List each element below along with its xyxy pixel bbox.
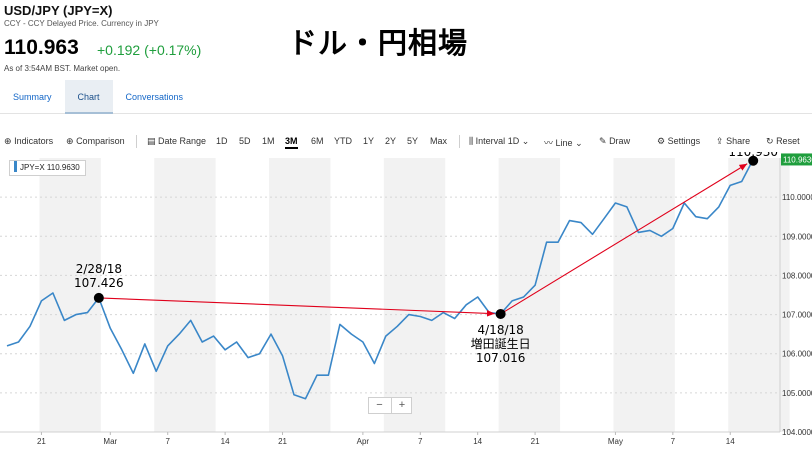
- x-tick-label: 14: [221, 437, 230, 446]
- annotation-label: 4/18/18: [478, 323, 524, 337]
- x-tick-label: Mar: [103, 437, 117, 446]
- y-tick-label: 107.0000: [782, 311, 812, 320]
- chart-toolbar: ⊕ Indicators ⊕ Comparison ▤ Date Range 1…: [0, 132, 812, 152]
- range-6m[interactable]: 6M: [311, 136, 324, 146]
- share-button[interactable]: ⇪ Share: [716, 136, 751, 146]
- week-band: [383, 158, 446, 432]
- range-1m[interactable]: 1M: [262, 136, 275, 146]
- x-tick-label: 21: [278, 437, 287, 446]
- plus-circle-icon: ⊕: [4, 136, 12, 146]
- x-tick-label: 21: [37, 437, 46, 446]
- line-type-button[interactable]: 〰 Line ⌄: [544, 138, 583, 148]
- tab-bar: Summary Chart Conversations: [0, 80, 812, 114]
- y-tick-label: 109.0000: [782, 232, 812, 241]
- y-tick-label: 105.0000: [782, 389, 812, 398]
- range-5d[interactable]: 5D: [239, 136, 251, 146]
- draw-button[interactable]: ✎ Draw: [599, 136, 631, 146]
- price-chart[interactable]: 104.0000 105.0000 106.0000 107.0000 108.0000…: [0, 152, 812, 460]
- gear-icon: ⚙: [657, 136, 666, 146]
- x-tick-label: 14: [726, 437, 735, 446]
- pencil-icon: ✎: [599, 136, 607, 146]
- range-5y[interactable]: 5Y: [407, 136, 419, 146]
- x-tick-label: May: [608, 437, 623, 446]
- y-tick-label: 110.0000: [782, 193, 812, 202]
- market-status: As of 3:54AM BST. Market open.: [4, 64, 121, 73]
- tab-summary[interactable]: Summary: [13, 92, 52, 102]
- symbol-title: USD/JPY (JPY=X): [4, 3, 113, 18]
- plus-circle-icon: ⊕: [66, 136, 74, 146]
- indicators-button[interactable]: ⊕ Indicators: [4, 136, 54, 146]
- comparison-button[interactable]: ⊕ Comparison: [66, 136, 125, 146]
- y-tick-label: 106.0000: [782, 350, 812, 359]
- zoom-out-button[interactable]: −: [376, 399, 383, 411]
- series-swatch: [14, 161, 17, 172]
- y-tick-label: 104.0000: [782, 428, 812, 437]
- share-icon: ⇪: [716, 136, 724, 146]
- toolbar-divider: [459, 135, 460, 148]
- reset-icon: ↻: [766, 136, 774, 146]
- range-3m[interactable]: 3M: [285, 136, 298, 149]
- week-band: [613, 158, 675, 432]
- x-tick-label: 7: [165, 437, 170, 446]
- annotation-label: 増田誕生日: [471, 337, 531, 351]
- x-tick-label: 21: [531, 437, 540, 446]
- annotation-label: 107.426: [74, 276, 124, 290]
- range-ytd[interactable]: YTD: [334, 136, 352, 146]
- zoom-control: − +: [368, 397, 412, 414]
- calendar-icon: ▤: [147, 136, 156, 146]
- week-band: [498, 158, 561, 432]
- range-2y[interactable]: 2Y: [385, 136, 397, 146]
- date-range-button[interactable]: ▤ Date Range: [147, 136, 207, 146]
- series-legend: JPY=X 110.9630: [9, 160, 86, 176]
- series-line: [6, 159, 754, 400]
- current-price: 110.963: [4, 36, 79, 59]
- annotation-label: 110.930: [728, 152, 778, 159]
- last-price-tag: [781, 153, 812, 166]
- settings-button[interactable]: ⚙ Settings: [657, 136, 701, 146]
- tab-chart[interactable]: Chart: [64, 80, 113, 114]
- week-band: [154, 158, 216, 432]
- annotation-label: 107.016: [476, 351, 526, 365]
- range-1y[interactable]: 1Y: [363, 136, 375, 146]
- x-tick-label: 7: [418, 437, 423, 446]
- x-tick-label: 14: [473, 437, 482, 446]
- reset-button[interactable]: ↻ Reset: [766, 136, 800, 146]
- annotation-label: 2/28/18: [76, 262, 122, 276]
- price-change: +0.192 (+0.17%): [97, 42, 202, 58]
- tab-conversations[interactable]: Conversations: [125, 92, 184, 102]
- line-chart-icon: 〰: [544, 138, 554, 148]
- week-band: [269, 158, 331, 432]
- trend-arrow: [98, 297, 495, 317]
- candlestick-icon: ⫼: [469, 136, 474, 146]
- interval-button[interactable]: ⫼ Interval 1D ⌄: [469, 136, 530, 146]
- x-tick-label: Apr: [357, 437, 370, 446]
- last-price-label: 110.9630: [783, 155, 812, 164]
- annotation-dot: [93, 292, 104, 303]
- y-tick-label: 108.0000: [782, 271, 812, 280]
- toolbar-divider: [136, 135, 137, 148]
- annotation-dot: [748, 155, 759, 166]
- zoom-in-button[interactable]: +: [391, 398, 412, 413]
- range-1d[interactable]: 1D: [216, 136, 228, 146]
- annotation-dot: [495, 308, 506, 319]
- currency-subtitle: CCY - CCY Delayed Price. Currency in JPY: [4, 19, 159, 28]
- chevron-down-icon: ⌄: [521, 136, 530, 146]
- week-band: [728, 158, 790, 432]
- annotation-title: ドル・円相場: [288, 26, 469, 60]
- trend-arrow: [500, 163, 748, 315]
- x-tick-label: 7: [671, 437, 676, 446]
- chevron-down-icon: ⌄: [575, 138, 583, 148]
- range-max[interactable]: Max: [430, 136, 448, 146]
